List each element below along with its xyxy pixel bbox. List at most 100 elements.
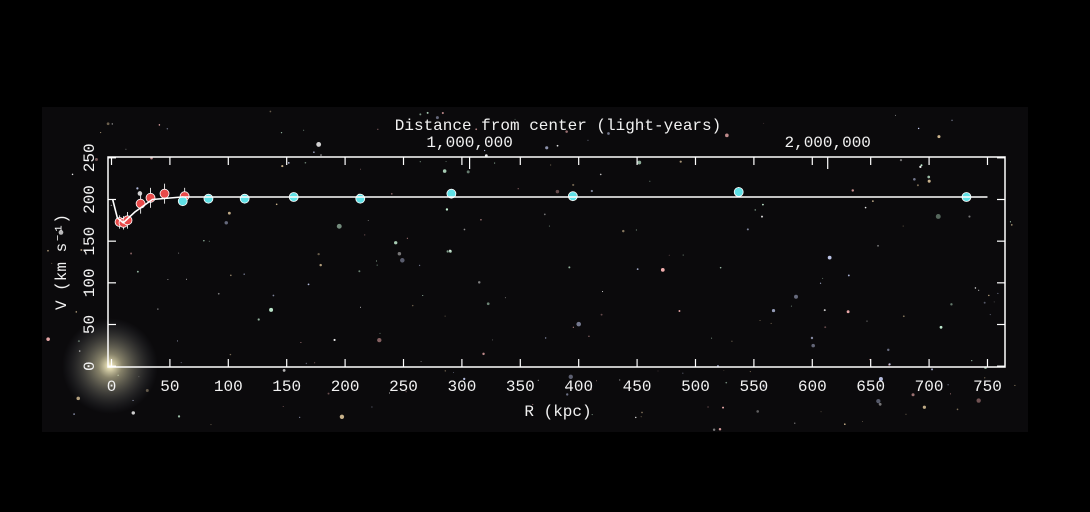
star xyxy=(719,266,722,269)
star xyxy=(299,416,301,418)
star xyxy=(993,301,995,303)
star xyxy=(711,337,713,339)
star xyxy=(657,370,659,372)
star xyxy=(939,325,943,329)
star xyxy=(282,406,284,408)
star xyxy=(876,399,881,404)
star xyxy=(452,371,454,373)
star xyxy=(823,309,826,312)
star xyxy=(397,252,402,256)
star xyxy=(794,294,798,299)
star xyxy=(532,403,534,405)
star xyxy=(878,377,883,382)
y-tick-label: 100 xyxy=(81,268,99,297)
star xyxy=(176,340,179,342)
star xyxy=(913,177,916,181)
star xyxy=(725,133,729,138)
star xyxy=(754,209,757,211)
x-axis-label: R (kpc) xyxy=(524,403,591,421)
y-tick-label: 200 xyxy=(81,185,99,214)
star xyxy=(376,260,378,262)
star xyxy=(682,254,684,256)
star xyxy=(887,348,890,352)
star xyxy=(989,314,991,316)
data-point xyxy=(567,191,578,202)
star xyxy=(864,206,867,209)
star xyxy=(317,252,320,256)
star xyxy=(411,304,414,307)
star xyxy=(679,160,682,163)
star xyxy=(756,410,760,413)
star xyxy=(545,146,549,150)
star xyxy=(643,126,645,128)
y-tick-label: 250 xyxy=(81,143,99,172)
star xyxy=(371,406,373,408)
star xyxy=(319,263,322,267)
star xyxy=(478,281,481,284)
star xyxy=(406,237,408,239)
star xyxy=(590,189,593,193)
y-tick-label: 50 xyxy=(81,315,99,334)
star xyxy=(871,200,874,203)
star xyxy=(608,118,610,120)
star xyxy=(400,258,405,263)
star xyxy=(422,294,424,296)
star xyxy=(358,270,361,273)
star xyxy=(504,297,506,299)
data-point xyxy=(239,193,250,204)
star xyxy=(877,244,879,247)
star xyxy=(389,392,391,394)
x-tick-label: 550 xyxy=(739,378,768,396)
star xyxy=(927,175,931,179)
star xyxy=(619,379,621,381)
star xyxy=(568,266,571,269)
star xyxy=(185,278,187,280)
plot-frame xyxy=(107,156,1006,368)
star xyxy=(978,289,980,291)
star xyxy=(718,427,722,431)
starfield xyxy=(46,110,1016,431)
star xyxy=(660,267,665,272)
y-tick-label: 150 xyxy=(81,227,99,256)
star xyxy=(935,214,941,219)
star xyxy=(46,337,50,341)
star xyxy=(790,305,792,307)
star xyxy=(110,204,112,206)
star xyxy=(846,310,850,314)
star xyxy=(136,187,139,190)
star xyxy=(763,122,765,124)
star xyxy=(602,291,604,293)
star xyxy=(762,203,764,206)
star xyxy=(635,416,637,419)
x2-tick-label: 2,000,000 xyxy=(784,134,870,152)
x-tick-label: 450 xyxy=(623,378,652,396)
star xyxy=(548,225,550,227)
star xyxy=(492,339,494,341)
star xyxy=(178,252,180,254)
star xyxy=(974,287,977,289)
star xyxy=(394,241,398,245)
star xyxy=(911,393,915,397)
star xyxy=(167,279,169,281)
star xyxy=(320,154,322,157)
x-tick-label: 0 xyxy=(107,378,117,396)
star xyxy=(725,381,728,384)
star xyxy=(208,240,210,242)
star xyxy=(444,370,446,372)
data-point xyxy=(355,193,366,204)
star xyxy=(367,220,369,222)
star xyxy=(976,398,981,403)
star xyxy=(463,228,466,231)
star xyxy=(596,380,598,382)
star xyxy=(111,123,113,125)
star xyxy=(717,365,719,367)
star xyxy=(229,353,232,356)
data-point xyxy=(135,198,146,209)
star xyxy=(494,162,496,164)
star xyxy=(811,343,815,348)
star xyxy=(177,415,181,418)
star xyxy=(466,170,470,174)
star xyxy=(600,313,603,316)
star xyxy=(641,411,643,414)
star xyxy=(269,110,272,113)
